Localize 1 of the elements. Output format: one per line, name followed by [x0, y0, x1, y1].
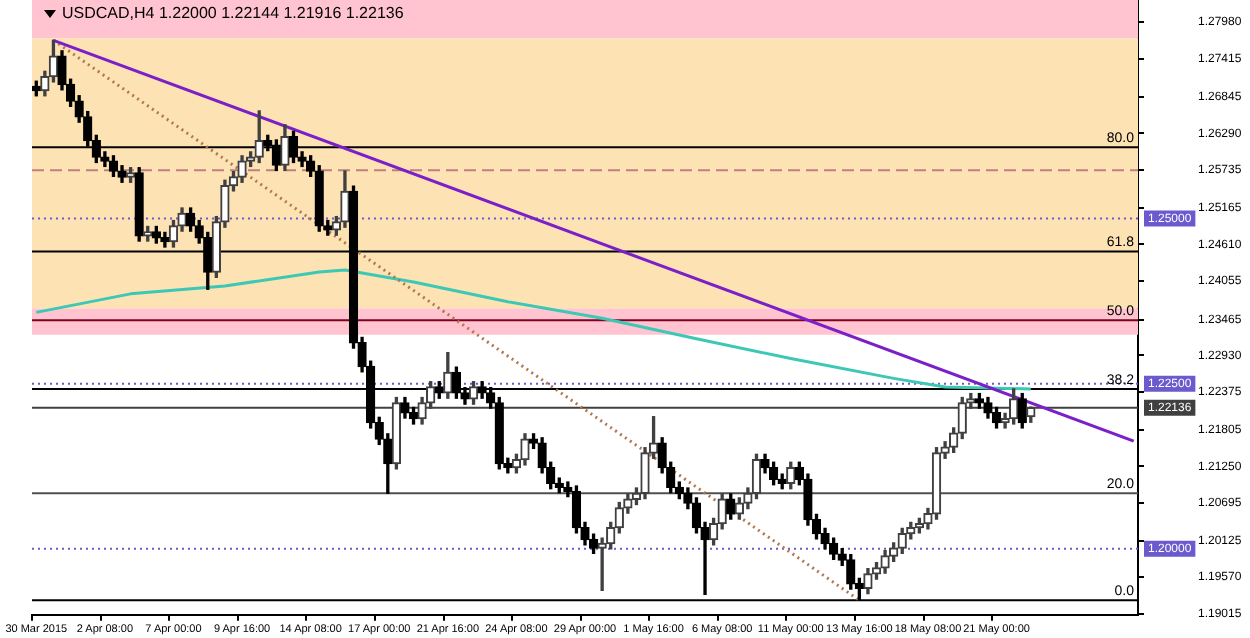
chart-title: USDCAD,H4 1.22000 1.22144 1.21916 1.22136 — [62, 4, 404, 22]
